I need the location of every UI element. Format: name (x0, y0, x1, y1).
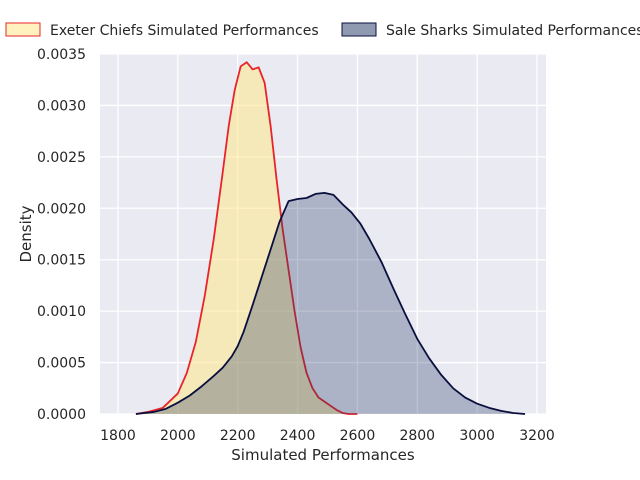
legend-swatch-exeter (5, 22, 41, 37)
y-tick-label: 0.0035 (37, 47, 86, 63)
series-area-0 (135, 62, 358, 414)
y-tick-label: 0.0020 (37, 201, 86, 217)
legend: Exeter Chiefs Simulated Performances Sal… (5, 22, 640, 39)
series-line-1 (135, 191, 526, 415)
y-tick-label: 0.0000 (37, 407, 86, 423)
x-tick-label: 2600 (340, 428, 376, 444)
y-axis-label: Density (17, 205, 35, 262)
y-tick-label: 0.0030 (37, 98, 86, 114)
x-tick-label: 1800 (100, 428, 136, 444)
plot-area (100, 54, 546, 414)
y-tick-label: 0.0010 (37, 304, 86, 320)
x-tick-label: 2000 (160, 428, 196, 444)
series-line-0 (135, 61, 358, 415)
legend-label-sale: Sale Sharks Simulated Performances (386, 23, 640, 39)
x-tick-label: 2800 (399, 428, 435, 444)
y-tick-label: 0.0025 (37, 150, 86, 166)
series-layer (135, 61, 526, 415)
x-tick-label: 2200 (220, 428, 256, 444)
x-tick-label: 3200 (519, 428, 555, 444)
x-tick-label: 3000 (459, 428, 495, 444)
series-area-1 (135, 192, 526, 414)
x-axis-label: Simulated Performances (231, 446, 415, 464)
y-tick-label: 0.0005 (37, 356, 86, 372)
tick-labels: 1800 2000 2200 2400 2600 2800 3000 3200 0.0000 0.… (37, 47, 555, 444)
y-tick-label: 0.0015 (37, 253, 86, 269)
legend-swatch-sale (341, 22, 377, 37)
x-tick-label: 2400 (280, 428, 316, 444)
legend-label-exeter: Exeter Chiefs Simulated Performances (50, 23, 319, 39)
